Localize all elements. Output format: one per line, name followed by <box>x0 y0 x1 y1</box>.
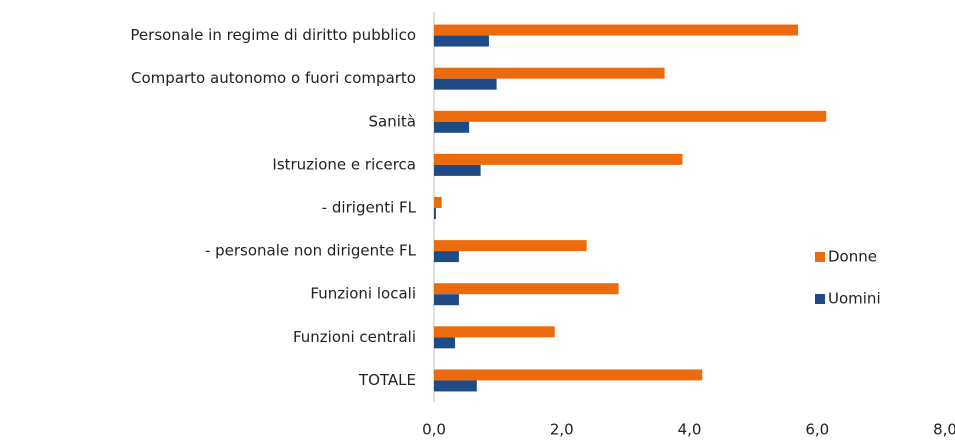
bar <box>434 326 555 338</box>
bar <box>434 380 477 392</box>
y-tick-label: Sanità <box>369 112 416 130</box>
x-tick-label: 8,0 <box>933 421 955 439</box>
bar <box>434 121 470 133</box>
y-tick-label: Istruzione e ricerca <box>272 155 416 173</box>
x-tick-label: 4,0 <box>678 421 702 439</box>
legend-swatch <box>815 252 825 262</box>
bar <box>434 251 459 263</box>
bar <box>434 110 827 122</box>
y-tick-label: - personale non dirigente FL <box>205 242 417 260</box>
y-tick-label: TOTALE <box>358 371 416 389</box>
bar <box>434 67 665 79</box>
legend-label: Uomini <box>828 290 881 308</box>
y-tick-label: Comparto autonomo o fuori comparto <box>131 69 416 87</box>
legend-swatch <box>815 294 825 304</box>
bar <box>434 369 703 381</box>
y-tick-label: Funzioni locali <box>310 285 416 303</box>
x-tick-label: 6,0 <box>805 421 829 439</box>
y-tick-label: - dirigenti FL <box>322 199 417 217</box>
bar <box>434 78 497 90</box>
x-tick-label: 0,0 <box>422 421 446 439</box>
y-tick-label: Personale in regime di diritto pubblico <box>130 26 416 44</box>
x-tick-label: 2,0 <box>550 421 574 439</box>
bar <box>434 240 587 252</box>
bar <box>434 208 436 219</box>
bar <box>434 197 442 208</box>
bar <box>434 294 459 306</box>
bar <box>434 24 799 36</box>
legend-label: Donne <box>828 248 877 266</box>
bar <box>434 283 619 295</box>
bar <box>434 337 456 349</box>
bar <box>434 153 683 165</box>
bar <box>434 35 489 47</box>
bar <box>434 164 481 176</box>
y-tick-label: Funzioni centrali <box>293 328 416 346</box>
